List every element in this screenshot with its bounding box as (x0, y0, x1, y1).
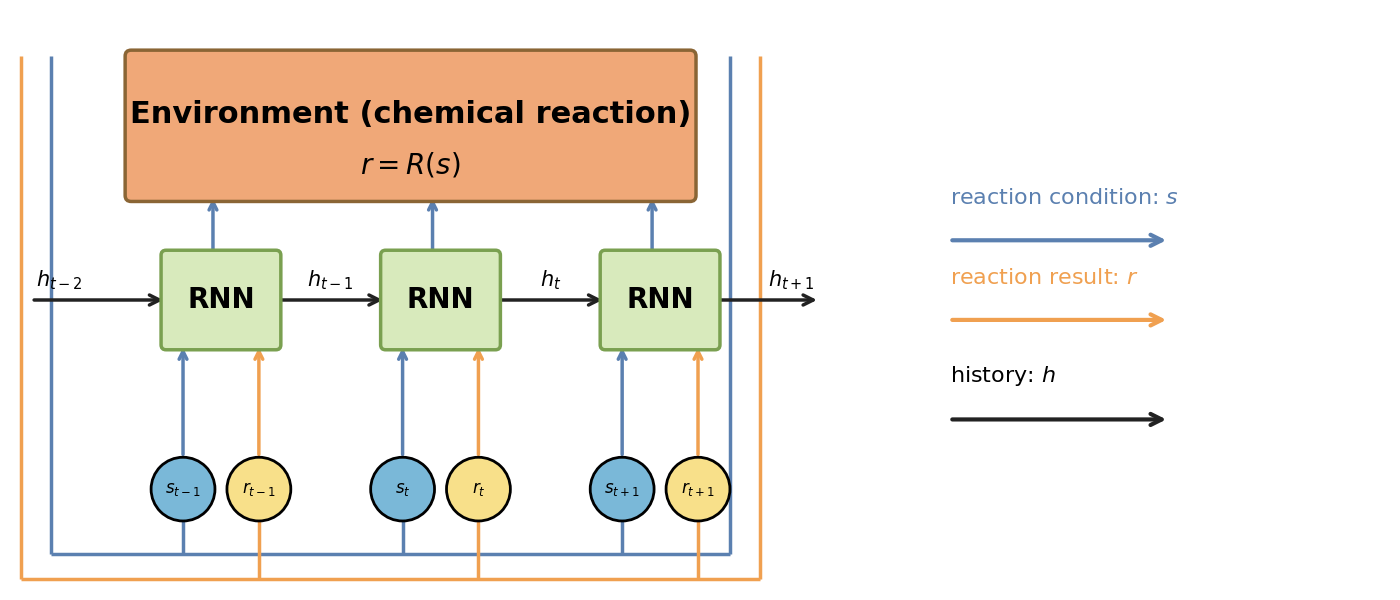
Text: reaction result: $r$: reaction result: $r$ (949, 268, 1138, 288)
Text: RNN: RNN (188, 286, 255, 314)
Text: history: $h$: history: $h$ (949, 364, 1056, 388)
Text: $r_t$: $r_t$ (472, 480, 486, 498)
Text: $r_{t-1}$: $r_{t-1}$ (242, 480, 276, 498)
Text: $h_{t+1}$: $h_{t+1}$ (769, 268, 815, 292)
Text: Environment (chemical reaction): Environment (chemical reaction) (130, 100, 692, 129)
Text: RNN: RNN (626, 286, 694, 314)
Circle shape (447, 457, 511, 521)
Text: RNN: RNN (407, 286, 475, 314)
Circle shape (666, 457, 729, 521)
FancyBboxPatch shape (125, 50, 696, 202)
Text: $s_t$: $s_t$ (395, 480, 410, 498)
Text: $h_t$: $h_t$ (539, 268, 561, 292)
Text: $s_{t+1}$: $s_{t+1}$ (605, 480, 640, 498)
FancyBboxPatch shape (381, 250, 500, 350)
Text: $r = R(s)$: $r = R(s)$ (360, 151, 461, 179)
Circle shape (151, 457, 216, 521)
FancyBboxPatch shape (601, 250, 720, 350)
Text: $h_{t-2}$: $h_{t-2}$ (36, 268, 83, 292)
FancyBboxPatch shape (161, 250, 281, 350)
Text: $h_{t-1}$: $h_{t-1}$ (308, 268, 354, 292)
Circle shape (227, 457, 291, 521)
Circle shape (371, 457, 434, 521)
Text: reaction condition: $s$: reaction condition: $s$ (949, 188, 1179, 208)
Circle shape (591, 457, 654, 521)
Text: $s_{t-1}$: $s_{t-1}$ (165, 480, 202, 498)
Text: $r_{t+1}$: $r_{t+1}$ (680, 480, 715, 498)
